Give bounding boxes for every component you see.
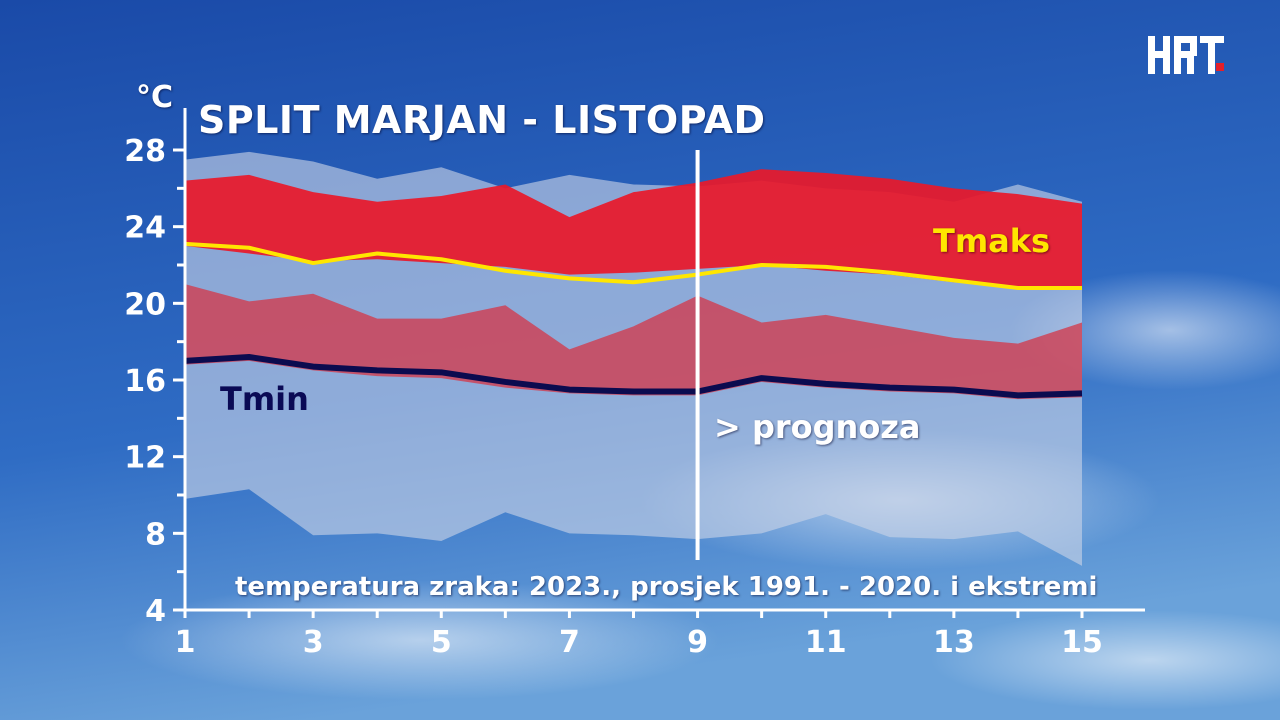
y-axis-unit: °C (136, 80, 174, 115)
y-tick-label: 16 (124, 364, 166, 399)
y-tick-label: 4 (145, 594, 166, 629)
chart-subtitle: temperatura zraka: 2023., prosjek 1991. … (235, 572, 1098, 602)
x-tick-label: 13 (933, 625, 975, 660)
tmin-line (184, 354, 1083, 399)
x-tick-label: 11 (805, 625, 847, 660)
y-tick-label: 12 (124, 441, 166, 476)
hrt-logo (1148, 36, 1224, 74)
y-tick-label: 24 (124, 211, 166, 246)
x-tick-label: 9 (687, 625, 708, 660)
x-tick-label: 3 (303, 625, 324, 660)
x-tick-label: 1 (175, 625, 196, 660)
cloud-wisp (930, 610, 1280, 710)
forecast-label: > prognoza (714, 408, 921, 446)
y-tick-label: 20 (124, 287, 166, 322)
x-tick-label: 7 (559, 625, 580, 660)
chart-title: SPLIT MARJAN - LISTOPAD (198, 98, 766, 142)
x-tick-label: 15 (1061, 625, 1103, 660)
y-tick-label: 28 (124, 134, 166, 169)
tmax-line (184, 241, 1082, 290)
x-tick-label: 5 (431, 625, 452, 660)
tmin-label: Tmin (220, 380, 309, 418)
y-tick-label: 8 (145, 517, 166, 552)
tmax-label: Tmaks (933, 222, 1051, 260)
